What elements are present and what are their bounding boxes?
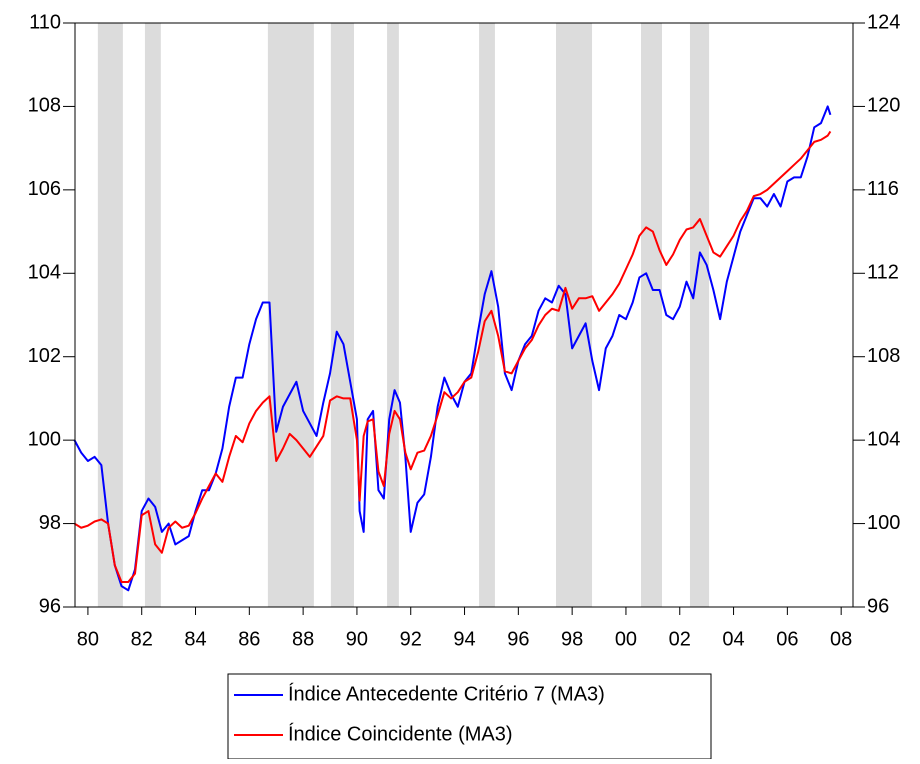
x-tick-label: 88 [292, 628, 314, 650]
y2-tick-label: 124 [867, 11, 900, 33]
y2-tick-label: 100 [867, 512, 900, 534]
legend-label: Índice Coincidente (MA3) [288, 722, 513, 745]
shaded-period [689, 23, 710, 607]
x-tick-label: 90 [346, 628, 368, 650]
y2-tick-label: 120 [867, 95, 900, 117]
x-tick-label: 02 [669, 628, 691, 650]
y-tick-label: 110 [29, 11, 61, 33]
shaded-period [641, 23, 662, 607]
y2-tick-label: 104 [867, 428, 900, 450]
y-tick-label: 104 [28, 262, 61, 284]
y-tick-label: 108 [28, 95, 61, 117]
shaded-period [267, 23, 314, 607]
x-tick-label: 06 [776, 628, 798, 650]
shaded-period [97, 23, 123, 607]
y-tick-label: 106 [28, 178, 61, 200]
x-tick-label: 84 [184, 628, 206, 650]
x-tick-label: 82 [131, 628, 153, 650]
x-tick-label: 86 [238, 628, 260, 650]
y2-tick-label: 108 [867, 345, 900, 367]
shaded-period [556, 23, 593, 607]
x-tick-label: 00 [615, 628, 637, 650]
shaded-period [330, 23, 354, 607]
y2-tick-label: 112 [867, 262, 899, 284]
shaded-period [387, 23, 399, 607]
y-tick-label: 98 [39, 512, 61, 534]
y-tick-label: 102 [28, 345, 61, 367]
x-tick-label: 04 [722, 628, 744, 650]
shaded-period [144, 23, 161, 607]
plot-frame [74, 22, 854, 608]
x-tick-label: 08 [830, 628, 852, 650]
series-line [73, 130, 832, 583]
x-tick-label: 98 [561, 628, 583, 650]
y-tick-label: 96 [39, 595, 61, 617]
x-tick-label: 94 [453, 628, 475, 650]
y2-tick-label: 116 [867, 178, 899, 200]
legend-label: Índice Antecedente Critério 7 (MA3) [288, 682, 605, 705]
x-tick-label: 96 [507, 628, 529, 650]
series-line [73, 105, 832, 592]
x-tick-label: 80 [77, 628, 99, 650]
y-tick-label: 100 [28, 428, 61, 450]
legend-box [227, 673, 712, 760]
y2-tick-label: 96 [867, 595, 889, 617]
shaded-period [479, 23, 495, 607]
x-tick-label: 92 [400, 628, 422, 650]
